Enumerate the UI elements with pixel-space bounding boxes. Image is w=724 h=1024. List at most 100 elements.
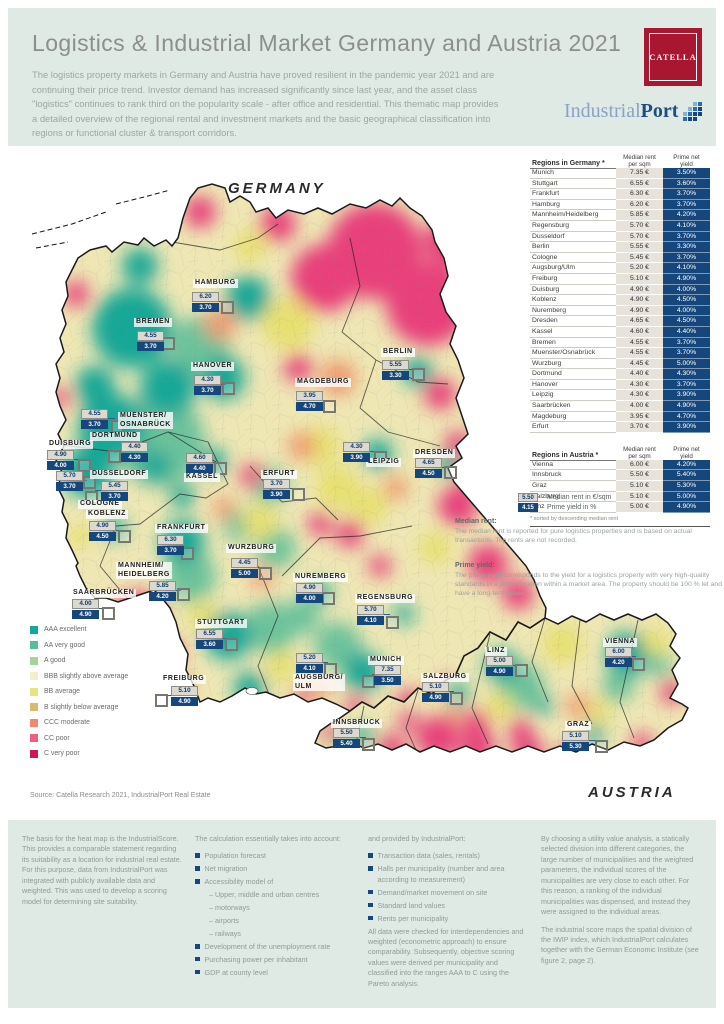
table-row: Mannheim/Heidelberg 5.85 €4.20% <box>530 210 710 221</box>
map-area: GERMANY AUSTRIA HAMBURG 6.20 3.70 BREMEN 4.5… <box>20 146 722 818</box>
legend-label: CC poor <box>44 734 70 742</box>
median-rent-value: 5.10 € <box>616 481 663 492</box>
median-rent-value: 5.20 € <box>616 263 663 274</box>
city-connector <box>589 740 599 741</box>
footer-paragraph: and provided by IndustrialPort: <box>368 834 466 843</box>
prime-yield-value: 4.90% <box>663 273 710 285</box>
catella-logo: CATELLA <box>644 28 702 86</box>
prime-yield-value: 3.70% <box>663 379 710 391</box>
bullet-square-icon <box>368 889 373 895</box>
legend-item: AAA excellent <box>30 622 128 638</box>
col-header-rent: Median rent per sqm <box>616 148 663 170</box>
region-name: Regensburg <box>530 221 616 232</box>
city-yield-value: 4.70 <box>296 401 323 411</box>
legend-swatch <box>30 718 38 727</box>
legend-swatch <box>30 687 38 696</box>
city-values: 3.95 4.70 <box>296 391 323 411</box>
city-yield-value: 3.70 <box>81 419 108 429</box>
prime-yield-value: 3.60% <box>663 178 710 190</box>
city-values: 4.90 4.00 <box>296 583 323 603</box>
region-name: Dortmund <box>530 369 616 380</box>
footer-bullet-text: GDP at county level <box>204 967 268 977</box>
city-yield-value: 3.70 <box>157 545 184 555</box>
city-label: COLOGNE <box>78 500 122 509</box>
median-rent-value: 4.65 € <box>616 316 663 327</box>
city-label: ERFURT <box>261 470 297 479</box>
table-row: Dusseldorf 5.70 €3.70% <box>530 231 710 243</box>
footer-column: The basis for the heat map is the Indust… <box>22 834 183 994</box>
city-values: 4.60 4.40 <box>186 453 213 473</box>
city-marker <box>225 638 238 651</box>
median-rent-value: 5.50 € <box>616 470 663 482</box>
region-name: Dusseldorf <box>530 232 616 243</box>
legend-swatch <box>30 672 38 681</box>
city-marker <box>83 476 96 489</box>
city-yield-value: 5.30 <box>562 741 589 751</box>
city-label: INNSBRUCK <box>331 719 383 728</box>
median-rent-value: 7.35 € <box>616 168 663 179</box>
col-header-yield: Prime net yield <box>663 148 710 170</box>
city-label: VIENNA <box>603 638 638 647</box>
prime-yield-value: 4.30% <box>663 369 710 380</box>
footer-bullet-text: Net migration <box>204 864 248 874</box>
table-header-row: Regions in Germany * Median rent per sqm P… <box>530 148 710 170</box>
prime-yield-value: 4.40% <box>663 326 710 338</box>
footer-paragraph: The basis for the heat map is the Indust… <box>22 834 182 906</box>
table-austria: Regions in Austria * Median rent per sqm P… <box>530 440 710 513</box>
city-rent-value: 5.20 <box>296 653 323 663</box>
map-key-sample: 5.50 4.15 <box>518 493 538 512</box>
median-rent-value: 6.20 € <box>616 199 663 211</box>
key-rent-box: 5.50 <box>518 493 538 502</box>
city-rent-value: 4.30 <box>343 442 370 452</box>
prime-yield-value: 4.00% <box>663 284 710 296</box>
city-values: 4.65 4.50 <box>415 458 442 478</box>
prime-yield-value: 3.70% <box>663 252 710 264</box>
city-connector <box>165 695 171 696</box>
city-marker <box>259 567 272 580</box>
prime-yield-value: 3.70% <box>663 189 710 200</box>
median-rent-value: 5.55 € <box>616 242 663 253</box>
city-yield-value: 5.00 <box>231 568 258 578</box>
city-values: 4.45 5.00 <box>231 558 258 578</box>
table-row: Bremen 4.55 €3.70% <box>530 337 710 349</box>
bullet-square-icon <box>368 853 373 858</box>
region-name: Erfurt <box>530 422 616 433</box>
city-marker <box>515 664 528 677</box>
region-name: Munich <box>530 168 616 179</box>
table-row: Frankfurt 6.30 €3.70% <box>530 189 710 200</box>
prime-yield-value: 5.00% <box>663 491 710 503</box>
median-rent-value: 5.70 € <box>616 231 663 243</box>
footer-bullet-text: Population forecast <box>204 851 267 861</box>
city-rent-value: 5.70 <box>357 605 384 615</box>
median-rent-value: 4.30 € <box>616 379 663 391</box>
footer-bullet-text: Transaction data (sales, rentals) <box>377 851 480 861</box>
prime-yield-value: 3.70% <box>663 199 710 211</box>
city-values: 3.70 3.90 <box>263 479 290 499</box>
table-row: Salzburg 5.10 €5.00% <box>530 491 710 503</box>
city-marker <box>177 588 190 601</box>
city-marker <box>632 658 645 671</box>
prime-yield-value: 3.70% <box>663 337 710 349</box>
city-marker <box>155 694 168 707</box>
city-yield-value: 4.10 <box>296 663 323 673</box>
austria-label: AUSTRIA <box>588 784 676 801</box>
industrialport-logo: Industrial Port <box>564 100 703 123</box>
city-rent-value: 6.00 <box>605 647 632 657</box>
prime-yield-value: 4.00% <box>663 305 710 317</box>
prime-yield-value: 5.00% <box>663 358 710 370</box>
median-rent-value: 4.90 € <box>616 295 663 306</box>
city-values: 5.55 3.30 <box>382 360 409 380</box>
city-yield-value: 3.50 <box>374 675 401 685</box>
footer-dash-item: – railways <box>209 929 241 939</box>
city-values: 5.45 3.70 <box>101 481 128 501</box>
footer-dash-item: – motorways <box>209 903 250 913</box>
city-label: LEIPZIG <box>366 458 402 467</box>
city-connector <box>323 662 328 663</box>
city-values: 4.55 3.70 <box>81 409 108 429</box>
city-label: SALZBURG <box>421 673 469 682</box>
city-values: 7.35 3.50 <box>374 665 401 685</box>
city-connector <box>632 656 636 657</box>
median-rent-value: 3.70 € <box>616 422 663 433</box>
city-values: 6.55 3.60 <box>196 629 223 649</box>
legend-item: CCC moderate <box>30 715 128 731</box>
